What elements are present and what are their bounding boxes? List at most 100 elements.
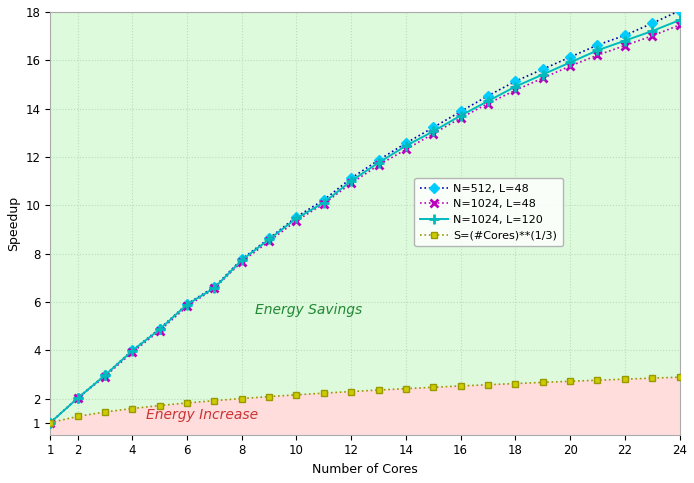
N=1024, L=120 [620,38,629,43]
N=1024, L=120 [183,302,192,308]
N=512, L=48 [648,20,657,26]
S=(#Cores)**(1/3) [374,387,382,393]
S=(#Cores)**(1/3) [457,383,465,389]
N=1024, L=120 [593,47,602,53]
S=(#Cores)**(1/3) [648,375,657,381]
S=(#Cores)**(1/3) [402,386,410,392]
S=(#Cores)**(1/3) [46,420,54,426]
N=512, L=48 [484,93,492,99]
N=1024, L=120 [155,327,164,332]
N=1024, L=48 [593,52,602,58]
N=512, L=48 [101,372,109,378]
N=1024, L=48 [620,43,629,48]
S=(#Cores)**(1/3) [155,403,164,409]
N=1024, L=48 [128,350,137,355]
Line: N=512, L=48: N=512, L=48 [46,7,683,426]
N=1024, L=48 [566,63,574,69]
N=1024, L=48 [292,218,301,224]
N=512, L=48 [566,54,574,60]
S=(#Cores)**(1/3) [265,394,273,399]
N=512, L=48 [155,326,164,332]
N=1024, L=120 [648,28,657,34]
N=512, L=48 [292,214,301,220]
N=1024, L=120 [237,257,246,263]
N=1024, L=48 [320,201,328,207]
N=1024, L=48 [402,146,410,152]
N=1024, L=48 [511,87,520,93]
S=(#Cores)**(1/3) [128,406,137,412]
N=512, L=48 [402,140,410,146]
N=1024, L=48 [374,162,382,168]
N=512, L=48 [74,395,82,401]
S=(#Cores)**(1/3) [675,374,684,380]
N=1024, L=48 [237,259,246,265]
N=512, L=48 [511,78,520,84]
N=1024, L=120 [511,84,520,89]
N=1024, L=48 [265,238,273,244]
S=(#Cores)**(1/3) [539,380,547,385]
S=(#Cores)**(1/3) [210,398,219,403]
N=1024, L=120 [210,285,219,291]
N=512, L=48 [593,42,602,48]
N=512, L=48 [210,284,219,290]
N=1024, L=48 [347,180,355,186]
S=(#Cores)**(1/3) [101,409,109,415]
N=1024, L=48 [675,22,684,28]
N=1024, L=120 [320,199,328,205]
N=512, L=48 [320,197,328,203]
N=1024, L=120 [74,396,82,401]
S=(#Cores)**(1/3) [292,392,301,398]
N=1024, L=120 [566,59,574,65]
N=512, L=48 [539,66,547,72]
N=1024, L=48 [101,374,109,380]
Y-axis label: Speedup: Speedup [7,196,20,251]
N=1024, L=48 [648,33,657,39]
N=1024, L=48 [484,100,492,106]
S=(#Cores)**(1/3) [237,396,246,401]
N=1024, L=48 [210,285,219,291]
N=512, L=48 [374,157,382,163]
Line: S=(#Cores)**(1/3): S=(#Cores)**(1/3) [47,374,682,426]
Line: N=1024, L=120: N=1024, L=120 [45,15,684,427]
N=1024, L=120 [292,215,301,221]
Text: Energy Savings: Energy Savings [255,303,363,317]
N=512, L=48 [675,8,684,14]
N=1024, L=120 [101,372,109,378]
N=1024, L=48 [429,131,437,137]
N=512, L=48 [265,235,273,241]
S=(#Cores)**(1/3) [74,413,82,419]
N=1024, L=120 [675,17,684,23]
S=(#Cores)**(1/3) [347,389,355,395]
N=1024, L=48 [457,115,465,121]
S=(#Cores)**(1/3) [593,377,602,383]
S=(#Cores)**(1/3) [183,400,192,406]
N=1024, L=120 [539,71,547,77]
N=1024, L=120 [347,178,355,184]
N=1024, L=48 [155,328,164,334]
S=(#Cores)**(1/3) [620,376,629,382]
N=512, L=48 [429,125,437,130]
N=512, L=48 [46,420,54,426]
Line: N=1024, L=48: N=1024, L=48 [46,21,684,427]
S=(#Cores)**(1/3) [566,378,574,384]
Legend: N=512, L=48, N=1024, L=48, N=1024, L=120, S=(#Cores)**(1/3): N=512, L=48, N=1024, L=48, N=1024, L=120… [414,178,563,246]
N=1024, L=120 [457,113,465,118]
N=512, L=48 [347,175,355,181]
N=1024, L=120 [429,128,437,134]
N=512, L=48 [237,256,246,262]
S=(#Cores)**(1/3) [320,390,328,396]
N=512, L=48 [128,348,137,354]
S=(#Cores)**(1/3) [429,384,437,390]
N=512, L=48 [457,109,465,114]
N=1024, L=48 [183,304,192,310]
N=1024, L=120 [128,348,137,354]
N=1024, L=48 [539,75,547,81]
N=1024, L=48 [46,420,54,426]
N=1024, L=120 [374,160,382,166]
N=512, L=48 [183,301,192,307]
N=1024, L=120 [484,98,492,104]
N=1024, L=120 [46,420,54,426]
Text: Energy Increase: Energy Increase [146,408,258,422]
N=1024, L=48 [74,396,82,401]
N=512, L=48 [620,32,629,38]
